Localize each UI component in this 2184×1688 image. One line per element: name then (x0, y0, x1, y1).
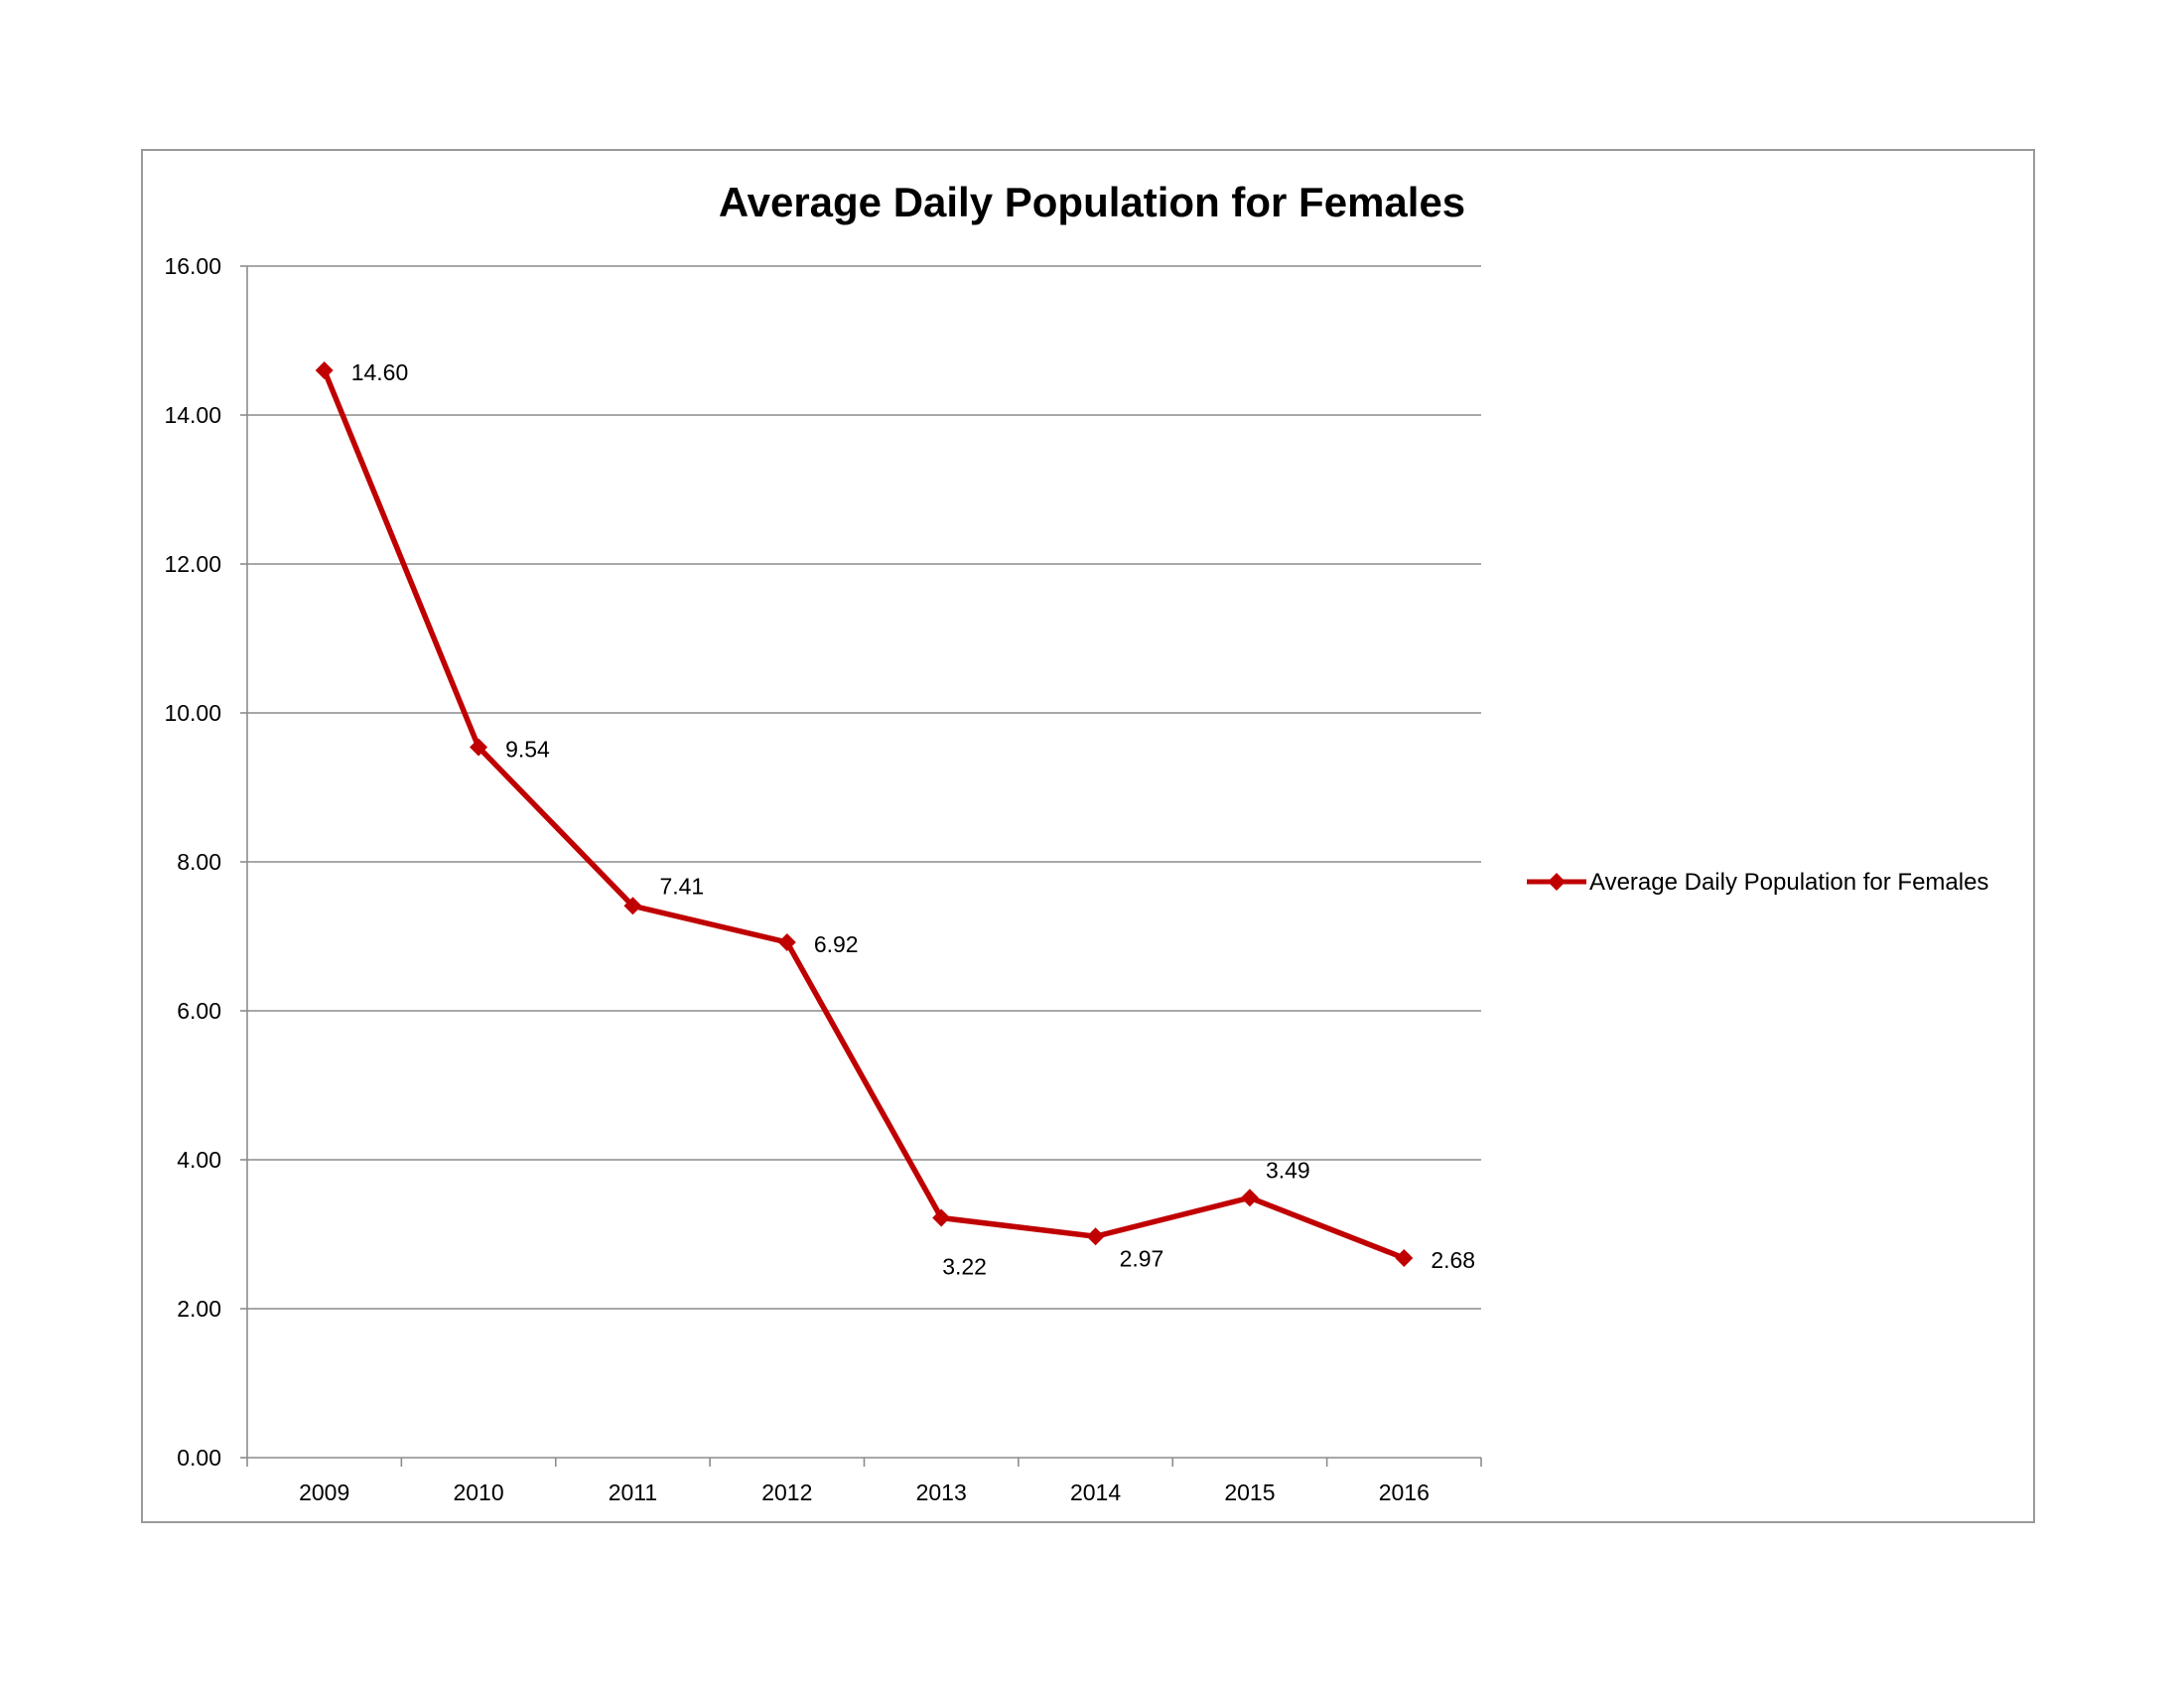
y-tick-label: 0.00 (177, 1445, 221, 1471)
x-tick-label: 2009 (299, 1479, 349, 1505)
data-label: 14.60 (351, 359, 409, 385)
data-point-marker (315, 361, 334, 379)
series-line (322, 368, 1406, 1261)
y-tick-label: 8.00 (177, 849, 221, 875)
y-tick-label: 16.00 (164, 253, 221, 279)
data-point-marker (470, 738, 488, 757)
x-tick-label: 2013 (916, 1479, 967, 1505)
y-tick-labels: 0.00 2.00 4.00 6.00 8.00 10.00 12.00 14.00 16.00 (164, 253, 221, 1471)
data-label: 9.54 (505, 737, 550, 763)
data-label: 3.49 (1266, 1157, 1310, 1183)
data-label: 2.97 (1120, 1245, 1164, 1271)
y-tick-label: 6.00 (177, 998, 221, 1024)
y-tick-label: 10.00 (164, 700, 221, 726)
x-tick-labels: 2009 2010 2011 2012 2013 2014 2015 2016 (299, 1479, 1430, 1505)
data-label: 6.92 (814, 931, 859, 957)
data-point-marker (1240, 1189, 1259, 1207)
chart-title: Average Daily Population for Females (719, 179, 1465, 225)
y-tick-label: 4.00 (177, 1147, 221, 1173)
legend: Average Daily Population for Females (1527, 869, 1988, 896)
legend-label: Average Daily Population for Females (1589, 869, 1988, 896)
x-tick-label: 2012 (761, 1479, 812, 1505)
y-tick-label: 12.00 (164, 551, 221, 577)
x-tick-label: 2014 (1070, 1479, 1121, 1505)
data-point-marker (623, 897, 642, 915)
x-tick-label: 2011 (609, 1479, 657, 1505)
gridlines (247, 265, 1481, 1310)
data-markers (315, 361, 1414, 1267)
data-label: 7.41 (659, 873, 704, 899)
data-point-marker (1395, 1249, 1414, 1267)
y-tick-label: 2.00 (177, 1296, 221, 1322)
data-label: 3.22 (942, 1254, 987, 1280)
x-tick-label: 2015 (1224, 1479, 1275, 1505)
legend-diamond-marker (1548, 873, 1566, 891)
data-point-marker (777, 933, 796, 951)
data-label: 2.68 (1431, 1247, 1475, 1273)
series-line-path (322, 368, 1406, 1261)
y-tick-label: 14.00 (164, 402, 221, 428)
axes (240, 265, 1482, 1467)
data-point-marker (932, 1208, 951, 1227)
data-point-marker (1086, 1227, 1105, 1246)
data-labels: 14.60 9.54 7.41 6.92 3.22 2.97 3.49 2.68 (351, 359, 1475, 1280)
chart-frame (141, 149, 2035, 1523)
x-tick-label: 2016 (1379, 1479, 1430, 1505)
x-tick-label: 2010 (453, 1479, 503, 1505)
